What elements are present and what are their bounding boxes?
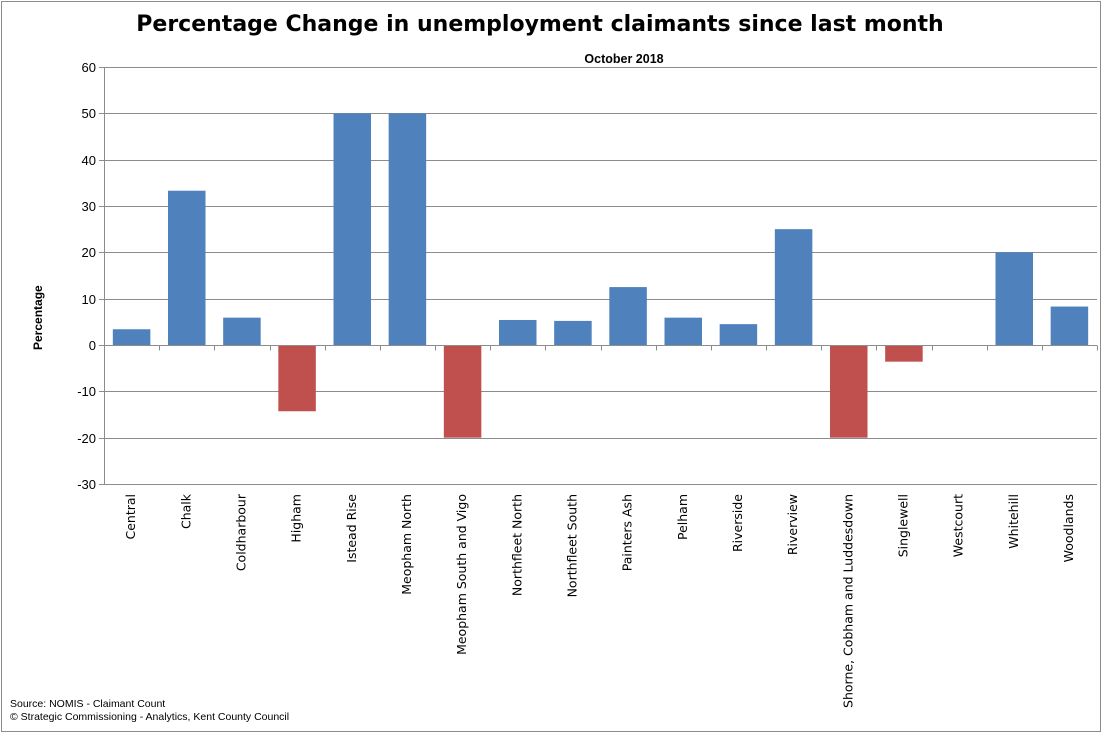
y-tick-label: 20 [82,245,96,260]
source-note: Source: NOMIS - Claimant Count [10,698,166,710]
x-tick-label: Riverside [730,494,745,552]
bar [609,287,647,345]
bar [112,329,151,345]
y-tick-label: 0 [89,338,96,353]
bar [223,317,261,345]
bar [554,320,592,345]
bar [443,345,482,438]
chart-subtitle: October 2018 [584,52,664,66]
x-tick-label: Istead Rise [344,494,359,563]
chart-title: Percentage Change in unemployment claima… [136,12,944,37]
bar [719,324,758,345]
bar [278,345,316,412]
bar [664,317,703,345]
x-tick-label: Riverview [785,494,800,555]
x-tick-label: Painters Ash [620,494,635,571]
x-tick-label: Westcourt [951,494,966,557]
x-tick-label: Pelham [675,494,690,540]
x-tick-label: Northfleet South [564,494,579,597]
x-tick-label: Woodlands [1061,494,1076,562]
y-tick-label: -10 [77,384,96,399]
y-tick-label: 30 [82,199,96,214]
y-tick-label: 60 [82,60,96,75]
x-tick-label: Singlewell [895,494,910,557]
y-tick-label: 50 [82,106,96,121]
y-tick-label: 10 [82,292,96,307]
bar [1050,306,1089,345]
bar [388,113,427,345]
bar [774,229,813,345]
x-tick-label: Meopham North [399,494,414,595]
y-tick-label: -20 [77,431,96,446]
copyright-note: © Strategic Commissioning - Analytics, K… [10,711,290,723]
x-tick-label: Chalk [178,493,193,529]
bar [885,345,923,362]
bar [498,319,537,345]
bar [829,345,868,438]
x-tick-label: Northfleet North [509,494,524,596]
x-tick-label: Coldharbour [233,493,248,571]
bar [167,190,206,345]
x-tick-label: Shorne, Cobham and Luddesdown [840,494,855,708]
x-tick-label: Meopham South and Vigo [454,494,469,655]
bar [995,252,1034,345]
y-tick-label: -30 [77,477,96,492]
x-tick-label: Whitehill [1006,494,1021,549]
x-tick-label: Higham [289,494,304,543]
y-tick-label: 40 [82,153,96,168]
x-tick-label: Central [123,494,138,540]
bar [333,113,372,345]
